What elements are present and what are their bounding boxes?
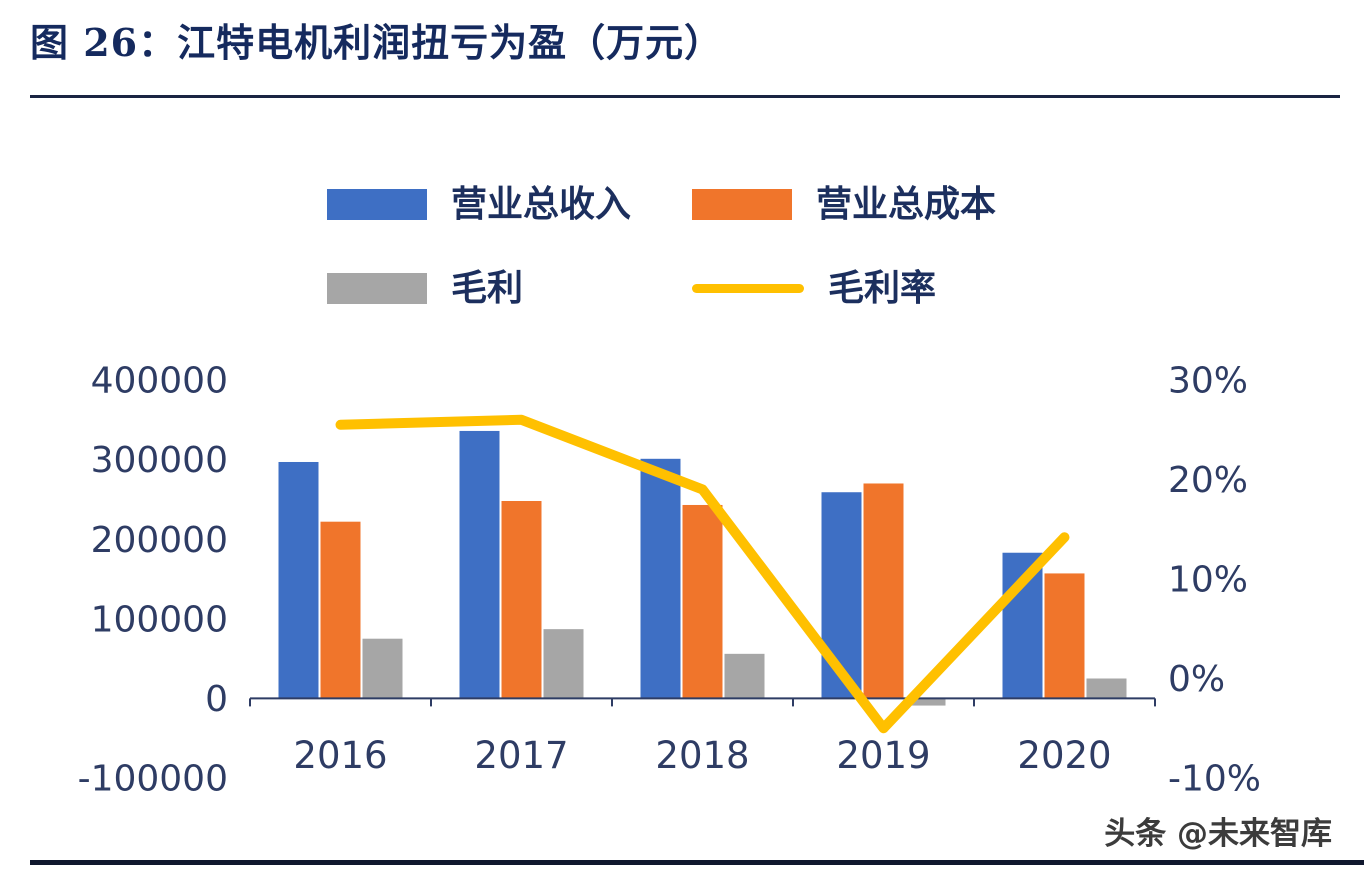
legend-label-gross-margin: 毛利率 (828, 267, 937, 309)
y-axis-left-label: 100000 (91, 599, 228, 640)
legend-swatch-revenue (327, 188, 427, 220)
legend-label-cost: 营业总成本 (816, 183, 997, 225)
bar-营业总成本-2019 (863, 483, 904, 699)
legend-swatch-cost (692, 188, 792, 220)
bar-营业总成本-2017 (501, 500, 542, 699)
bar-毛利-2016 (362, 638, 403, 699)
y-axis-left-label: 400000 (91, 361, 228, 402)
bar-毛利-2020 (1086, 678, 1127, 699)
y-axis-left-label: -100000 (78, 759, 228, 800)
x-axis-label: 2019 (836, 734, 930, 777)
y-axis-right-label: 20% (1168, 460, 1248, 501)
y-axis-right-label: 10% (1168, 560, 1248, 601)
bar-营业总成本-2016 (320, 521, 361, 699)
x-axis-label: 2020 (1017, 734, 1111, 777)
legend-item-gross-margin: 毛利率 (692, 270, 1057, 306)
legend-label-gross-profit: 毛利 (451, 267, 524, 309)
bar-营业总收入-2019 (821, 492, 862, 699)
legend-item-gross-profit: 毛利 (327, 270, 692, 306)
y-axis-right-label: -10% (1168, 759, 1261, 800)
x-axis-label: 2017 (474, 734, 568, 777)
legend-item-cost: 营业总成本 (692, 186, 1057, 222)
title-divider (30, 95, 1340, 98)
bar-营业总收入-2017 (459, 430, 500, 699)
bar-营业总成本-2020 (1044, 573, 1085, 699)
bar-毛利-2019 (905, 698, 946, 706)
y-axis-left-label: 0 (205, 679, 228, 720)
y-axis-left-label: 300000 (91, 440, 228, 481)
bar-营业总收入-2016 (278, 461, 319, 699)
figure-title: 图 26：江特电机利润扭亏为盈（万元） (30, 20, 724, 65)
bottom-divider (30, 860, 1364, 865)
watermark: 头条 @未来智库 (1104, 816, 1332, 852)
bar-营业总成本-2018 (682, 504, 723, 699)
bar-毛利-2017 (543, 629, 584, 699)
gross-margin-line (335, 414, 1070, 734)
legend-line-swatch-gross-margin (692, 283, 804, 293)
x-axis-label: 2018 (655, 734, 749, 777)
legend-label-revenue: 营业总收入 (451, 183, 632, 225)
bar-毛利-2018 (724, 653, 765, 699)
y-axis-right-label: 30% (1168, 361, 1248, 402)
bar-营业总收入-2018 (640, 458, 681, 699)
chart-legend: 营业总收入 营业总成本 毛利 毛利率 (327, 186, 1057, 306)
legend-item-revenue: 营业总收入 (327, 186, 692, 222)
y-axis-right-label: 0% (1168, 659, 1225, 700)
legend-swatch-gross-profit (327, 272, 427, 304)
y-axis-left-label: 200000 (91, 520, 228, 561)
x-axis-label: 2016 (293, 734, 387, 777)
